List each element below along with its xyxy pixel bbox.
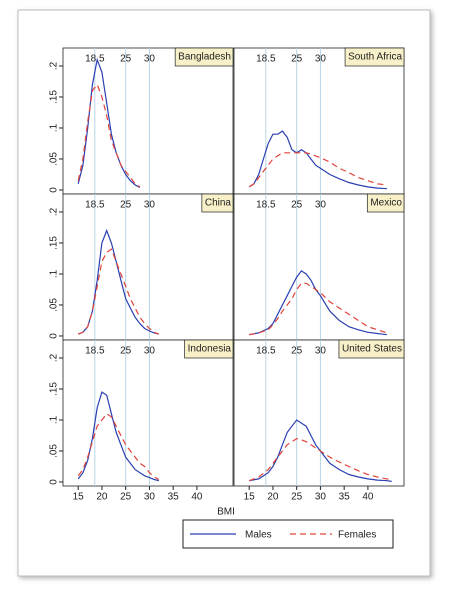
y-tick-label: 0 [49, 187, 60, 193]
x-axis-label: BMI [217, 507, 235, 518]
legend-label: Females [338, 530, 376, 541]
legend-label: Males [245, 530, 272, 541]
y-tick-label: .1 [49, 415, 60, 424]
reference-label: 30 [144, 54, 156, 65]
y-tick-label: .2 [49, 61, 60, 70]
density-line [249, 270, 387, 336]
density-line [77, 57, 141, 189]
x-tick-label: 30 [315, 492, 327, 503]
y-tick-label: .1 [49, 123, 60, 132]
reference-label: 25 [291, 346, 303, 357]
reference-label: 18.5 [256, 346, 276, 357]
reference-label: 25 [120, 200, 132, 211]
panel-title-box [366, 193, 405, 213]
density-line [248, 437, 392, 482]
y-tick-label: 0 [49, 479, 60, 485]
panel-title-box [344, 47, 405, 67]
x-tick-label: 25 [120, 492, 132, 503]
density-line [249, 282, 388, 336]
panel [233, 193, 405, 341]
y-tick-label: 0 [49, 333, 60, 339]
panel-title-box [184, 339, 234, 359]
x-tick-label: 35 [339, 492, 351, 503]
y-tick-label: .1 [49, 269, 60, 278]
y-tick-label: .15 [49, 236, 60, 250]
reference-label: 30 [144, 200, 156, 211]
reference-label: 25 [120, 54, 132, 65]
y-tick-label: .05 [49, 298, 60, 312]
reference-label: 18.5 [85, 346, 105, 357]
density-line [249, 419, 392, 482]
x-tick-label: 15 [244, 492, 256, 503]
y-tick-label: .05 [49, 444, 60, 458]
panel-title: Indonesia [188, 344, 232, 355]
reference-label: 18.5 [256, 200, 276, 211]
panel [233, 47, 405, 195]
panel-title: United States [342, 344, 402, 355]
panel-title: South Africa [348, 52, 402, 63]
y-tick-label: .2 [49, 207, 60, 216]
panel [62, 193, 234, 341]
x-tick-label: 25 [291, 492, 303, 503]
x-tick-label: 30 [144, 492, 156, 503]
panel [233, 339, 405, 487]
x-tick-label: 20 [267, 492, 279, 503]
panel-title-box [338, 339, 405, 359]
x-tick-label: 35 [168, 492, 180, 503]
y-tick-label: .2 [49, 353, 60, 362]
reference-label: 30 [315, 54, 327, 65]
x-tick-label: 20 [96, 492, 108, 503]
reference-label: 30 [315, 200, 327, 211]
y-tick-label: .05 [49, 152, 60, 166]
reference-label: 30 [315, 346, 327, 357]
reference-label: 25 [291, 200, 303, 211]
y-tick-label: .15 [49, 382, 60, 396]
reference-label: 18.5 [85, 54, 105, 65]
panel-title-box [174, 47, 234, 67]
x-tick-label: 40 [362, 492, 374, 503]
reference-label: 18.5 [256, 54, 276, 65]
panel-title-box [201, 193, 234, 213]
x-tick-label: 15 [73, 492, 85, 503]
density-line [77, 391, 160, 482]
density-line [248, 130, 387, 190]
y-tick-label: .15 [49, 90, 60, 104]
panel [62, 339, 234, 487]
density-line [77, 83, 141, 188]
x-tick-label: 40 [191, 492, 203, 503]
panel-title: China [205, 198, 232, 209]
density-line [248, 152, 387, 188]
density-line [77, 412, 160, 481]
reference-label: 25 [291, 54, 303, 65]
reference-label: 18.5 [85, 200, 105, 211]
legend: Males Females [182, 519, 394, 549]
panel-title: Bangladesh [178, 52, 231, 63]
reference-label: 30 [144, 346, 156, 357]
reference-label: 25 [120, 346, 132, 357]
density-line [77, 248, 160, 335]
panel [62, 47, 234, 195]
panel-title: Mexico [370, 198, 402, 209]
